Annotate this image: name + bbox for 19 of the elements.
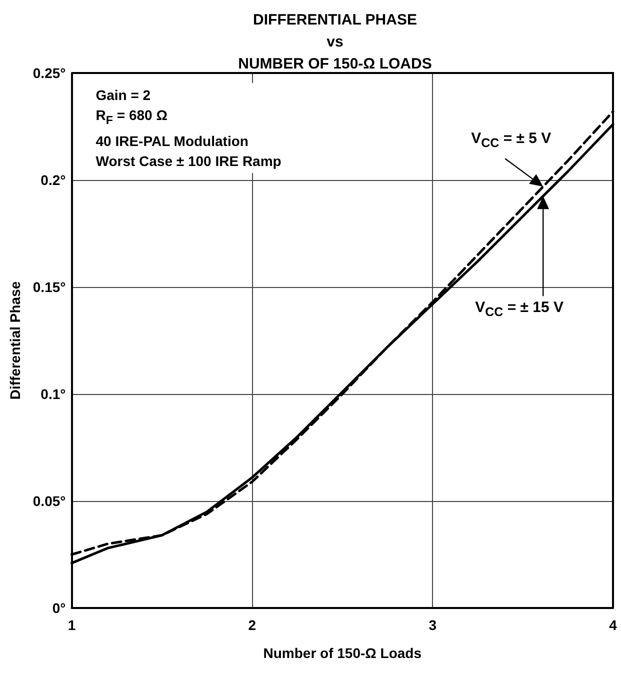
- annotation: 40 IRE-PAL Modulation: [96, 132, 248, 149]
- series-label: V$_{CC}$ = ± 5 V: [471, 128, 552, 152]
- annotation: Worst Case ± 100 IRE Ramp: [96, 152, 282, 169]
- y-tick-label: 0.1°: [40, 386, 66, 402]
- x-tick-label: 3: [428, 617, 437, 633]
- series-label: V$_{CC}$ = ± 15 V: [475, 298, 564, 322]
- chart-title: DIFFERENTIAL PHASE vs NUMBER OF 150-Ω LOADS: [238, 12, 432, 72]
- y-tick-label: 0.2°: [40, 172, 66, 188]
- x-tick-label: 1: [68, 617, 76, 633]
- x-tick-label: 4: [609, 617, 618, 633]
- annotation: Gain = 2: [96, 87, 151, 103]
- y-axis-title: Differential Phase: [7, 281, 23, 400]
- x-tick-label: 2: [248, 617, 256, 633]
- y-tick-label: 0.15°: [32, 279, 66, 295]
- y-tick-label: 0°: [52, 600, 66, 616]
- x-axis-title: Number of 150-Ω Loads: [263, 645, 422, 661]
- y-tick-label: 0.05°: [32, 493, 66, 509]
- annotation: R$_{F}$ = 680 Ω: [96, 107, 168, 127]
- y-tick-label: 0.25°: [32, 65, 66, 81]
